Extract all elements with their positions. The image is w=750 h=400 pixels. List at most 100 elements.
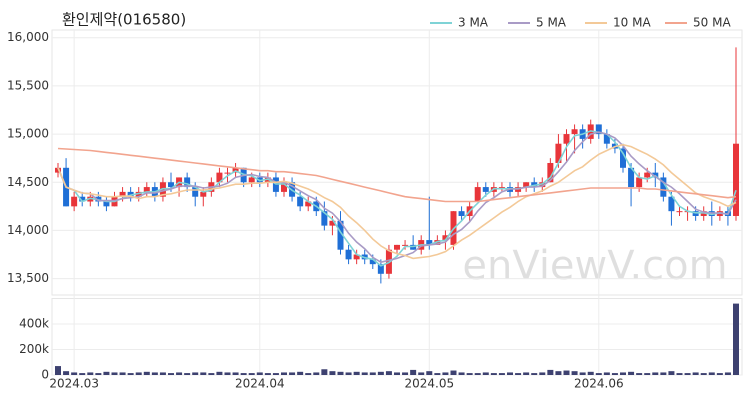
volume-panel bbox=[51, 298, 743, 376]
candle-body bbox=[119, 191, 126, 197]
volume-bar bbox=[103, 371, 110, 375]
candle-body bbox=[668, 196, 675, 212]
volume-bar bbox=[603, 372, 610, 375]
candle-body bbox=[305, 201, 312, 207]
volume-bar bbox=[636, 373, 643, 375]
volume-bar bbox=[297, 371, 304, 375]
volume-bar bbox=[700, 373, 707, 375]
watermark: enViewV.com bbox=[462, 243, 727, 289]
candle-body bbox=[571, 129, 578, 135]
x-tick-label: 2024.04 bbox=[235, 377, 285, 391]
x-tick-label: 2024.03 bbox=[49, 377, 99, 391]
volume-bar bbox=[289, 372, 296, 375]
y-tick-label: 13,500 bbox=[7, 271, 49, 285]
volume-bar bbox=[620, 372, 626, 375]
legend-label: 5 MA bbox=[536, 16, 567, 30]
volume-bar bbox=[337, 371, 344, 375]
volume-bar bbox=[692, 372, 699, 375]
volume-bar bbox=[587, 371, 594, 375]
candle-body bbox=[474, 187, 481, 202]
candle-body bbox=[603, 134, 610, 144]
volume-bar bbox=[595, 373, 602, 375]
volume-bar bbox=[724, 372, 731, 375]
volume-bar bbox=[168, 373, 174, 375]
volume-bar bbox=[498, 373, 505, 375]
volume-bar bbox=[176, 372, 183, 375]
volume-bar bbox=[369, 372, 376, 375]
volume-bar bbox=[628, 371, 635, 375]
volume-bar bbox=[329, 371, 336, 375]
volume-bar bbox=[418, 372, 425, 375]
volume-bar bbox=[676, 373, 683, 375]
candle-body bbox=[394, 244, 400, 250]
candle-body bbox=[377, 264, 384, 274]
y-tick-label: 14,500 bbox=[7, 175, 49, 189]
volume-bar bbox=[256, 372, 263, 375]
volume-bar bbox=[611, 373, 618, 375]
candle-body bbox=[103, 201, 110, 207]
volume-bar bbox=[410, 369, 417, 375]
volume-bar bbox=[345, 372, 352, 375]
candle-body bbox=[523, 182, 530, 188]
volume-bar bbox=[660, 372, 667, 375]
volume-bar bbox=[79, 373, 86, 375]
candle-body bbox=[168, 182, 174, 188]
candle-body bbox=[345, 249, 352, 260]
legend-label: 50 MA bbox=[693, 16, 731, 30]
volume-bar bbox=[264, 373, 271, 375]
volume-bar bbox=[515, 373, 522, 375]
candle-body bbox=[402, 244, 409, 246]
volume-bar bbox=[377, 371, 384, 375]
volume-tick-label: 200k bbox=[19, 342, 49, 356]
x-tick-label: 2024.05 bbox=[404, 377, 454, 391]
volume-bar bbox=[135, 372, 142, 375]
volume-bar bbox=[143, 371, 150, 375]
volume-bar bbox=[240, 373, 247, 375]
volume-bar bbox=[321, 369, 328, 375]
volume-bar bbox=[281, 372, 287, 375]
volume-bar bbox=[248, 373, 255, 375]
volume-bar bbox=[71, 372, 78, 375]
volume-bar bbox=[579, 372, 586, 375]
volume-bar bbox=[426, 371, 433, 375]
volume-tick-label: 0 bbox=[41, 368, 49, 382]
volume-bar bbox=[63, 371, 70, 375]
ma-line bbox=[57, 131, 737, 264]
volume-bar bbox=[708, 372, 715, 375]
candle-body bbox=[71, 196, 78, 207]
volume-bar bbox=[652, 372, 659, 375]
volume-bar bbox=[95, 373, 102, 375]
candle-body bbox=[321, 211, 328, 226]
volume-bar bbox=[555, 371, 562, 375]
candle-body bbox=[442, 235, 449, 241]
ma-line bbox=[57, 147, 737, 203]
candle-body bbox=[563, 134, 570, 144]
volume-bar bbox=[482, 372, 489, 375]
candle-body bbox=[676, 211, 683, 213]
volume-bar bbox=[507, 372, 513, 375]
volume-bar bbox=[192, 372, 199, 375]
candle-body bbox=[192, 187, 199, 197]
volume-bar bbox=[224, 372, 231, 375]
volume-bar bbox=[385, 371, 392, 375]
candle-body bbox=[143, 187, 150, 192]
volume-bar bbox=[232, 372, 239, 375]
candle-body bbox=[636, 177, 643, 188]
candle-body bbox=[595, 124, 602, 135]
volume-bar bbox=[434, 373, 441, 375]
volume-bar bbox=[208, 373, 215, 375]
y-tick-label: 14,000 bbox=[7, 223, 49, 237]
legend-label: 3 MA bbox=[458, 16, 489, 30]
volume-bar bbox=[272, 373, 279, 375]
candle-body bbox=[297, 196, 304, 207]
volume-bar bbox=[442, 372, 449, 375]
candle-body bbox=[216, 172, 223, 183]
candle-body bbox=[555, 143, 562, 163]
volume-bar bbox=[450, 370, 457, 375]
volume-bar bbox=[668, 371, 675, 375]
volume-bar bbox=[716, 373, 723, 375]
volume-bar bbox=[394, 372, 400, 375]
candle-body bbox=[498, 187, 505, 189]
candle-body bbox=[644, 172, 651, 178]
